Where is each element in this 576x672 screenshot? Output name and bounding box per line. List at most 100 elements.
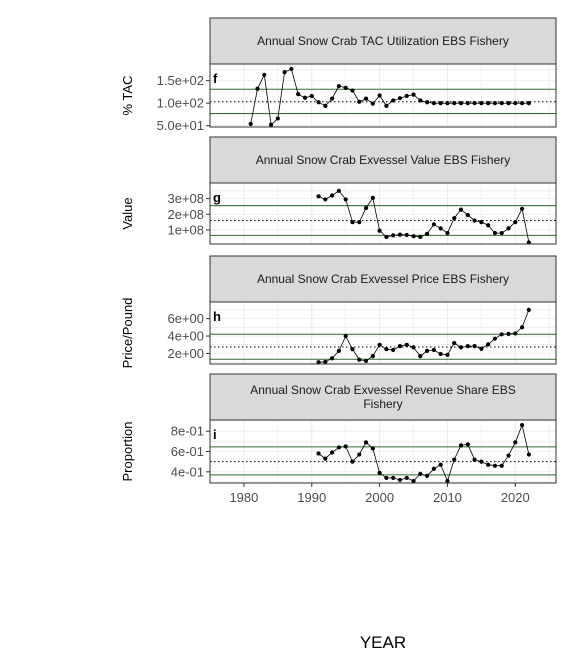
data-point	[492, 463, 498, 468]
data-point	[343, 444, 348, 449]
y-axis-label: % TAC	[120, 76, 135, 116]
data-point	[519, 206, 525, 211]
data-point	[465, 101, 470, 106]
y-tick-label: 1e+08	[167, 222, 204, 237]
data-point	[506, 101, 511, 106]
panel-strip	[209, 373, 557, 421]
panel-strip	[209, 17, 557, 65]
data-point	[330, 193, 335, 198]
data-point	[506, 226, 511, 231]
data-point	[391, 347, 396, 353]
data-point	[397, 477, 403, 483]
data-point	[526, 101, 531, 106]
data-point	[472, 101, 477, 106]
data-point	[316, 194, 321, 199]
y-tick-label: 6e-01	[171, 444, 204, 459]
data-point	[418, 471, 423, 476]
data-point	[486, 342, 491, 347]
panel-tag: g	[213, 190, 221, 205]
panel-title: Annual Snow Crab Exvessel Revenue Share …	[250, 383, 515, 397]
y-axis-label: Price/Pound	[120, 298, 135, 369]
data-point	[519, 422, 525, 428]
data-point	[424, 473, 430, 478]
data-point	[438, 462, 443, 467]
panel-title: Annual Snow Crab Exvessel Price EBS Fish…	[257, 272, 509, 286]
data-point	[357, 357, 362, 362]
x-tick-label: 2010	[433, 490, 462, 505]
data-point	[492, 336, 498, 341]
data-point	[513, 220, 518, 225]
y-tick-label: 5.0e+01	[157, 118, 204, 133]
panel-border	[209, 63, 557, 128]
x-axis-label: YEAR	[360, 633, 406, 652]
data-point	[404, 232, 409, 238]
data-point	[363, 96, 369, 101]
data-point	[391, 98, 396, 103]
data-point	[323, 103, 328, 108]
data-point	[377, 93, 382, 98]
x-tick-label: 2000	[365, 490, 394, 505]
data-point	[262, 72, 267, 77]
data-point	[391, 475, 396, 481]
data-point	[343, 333, 348, 339]
x-tick-label: 2020	[501, 490, 530, 505]
y-tick-label: 1.5e+02	[157, 73, 204, 88]
data-point	[479, 101, 484, 106]
data-point	[411, 478, 416, 484]
data-point	[424, 348, 430, 354]
data-point	[424, 100, 430, 105]
data-point	[472, 457, 477, 462]
data-point	[370, 446, 375, 451]
data-point	[289, 66, 294, 72]
data-point	[350, 88, 355, 93]
data-point	[499, 101, 504, 106]
data-point	[445, 478, 450, 484]
data-point	[465, 442, 470, 447]
panel-background	[210, 64, 556, 127]
data-point	[343, 85, 348, 90]
panel-background	[210, 183, 556, 244]
data-point	[479, 220, 484, 225]
data-point	[357, 452, 362, 457]
x-tick-label: 1990	[297, 490, 326, 505]
data-point	[363, 205, 369, 211]
panel-title: Annual Snow Crab TAC Utilization EBS Fis…	[257, 34, 509, 48]
y-tick-label: 4e-01	[171, 464, 204, 479]
data-point	[472, 218, 477, 223]
data-point	[499, 332, 504, 337]
data-point	[309, 93, 314, 99]
data-point	[431, 101, 436, 106]
data-point	[452, 457, 457, 462]
data-point	[438, 226, 443, 231]
data-point	[336, 445, 342, 450]
panel-border	[209, 301, 557, 365]
data-point	[519, 101, 525, 106]
data-point	[268, 122, 274, 127]
data-point	[384, 475, 389, 481]
y-tick-label: 2e+00	[167, 346, 204, 361]
data-point	[330, 450, 335, 455]
data-point	[363, 358, 369, 364]
data-point	[316, 100, 321, 105]
data-point	[418, 354, 423, 359]
panel-border	[209, 182, 557, 245]
data-point	[418, 98, 423, 103]
data-point	[357, 99, 362, 104]
data-point	[526, 452, 531, 457]
data-point	[404, 475, 409, 481]
data-point	[506, 331, 511, 336]
data-point	[343, 197, 348, 202]
data-point	[404, 93, 409, 99]
data-point	[431, 347, 436, 353]
data-point	[316, 451, 321, 456]
data-point	[330, 356, 335, 361]
data-point	[296, 92, 301, 97]
y-axis-label: Proportion	[120, 422, 135, 482]
data-point	[492, 101, 498, 106]
data-point	[519, 325, 525, 330]
data-point	[336, 348, 342, 354]
data-point	[377, 228, 382, 233]
data-point	[370, 101, 375, 106]
data-point	[438, 351, 443, 357]
data-point	[323, 197, 328, 202]
